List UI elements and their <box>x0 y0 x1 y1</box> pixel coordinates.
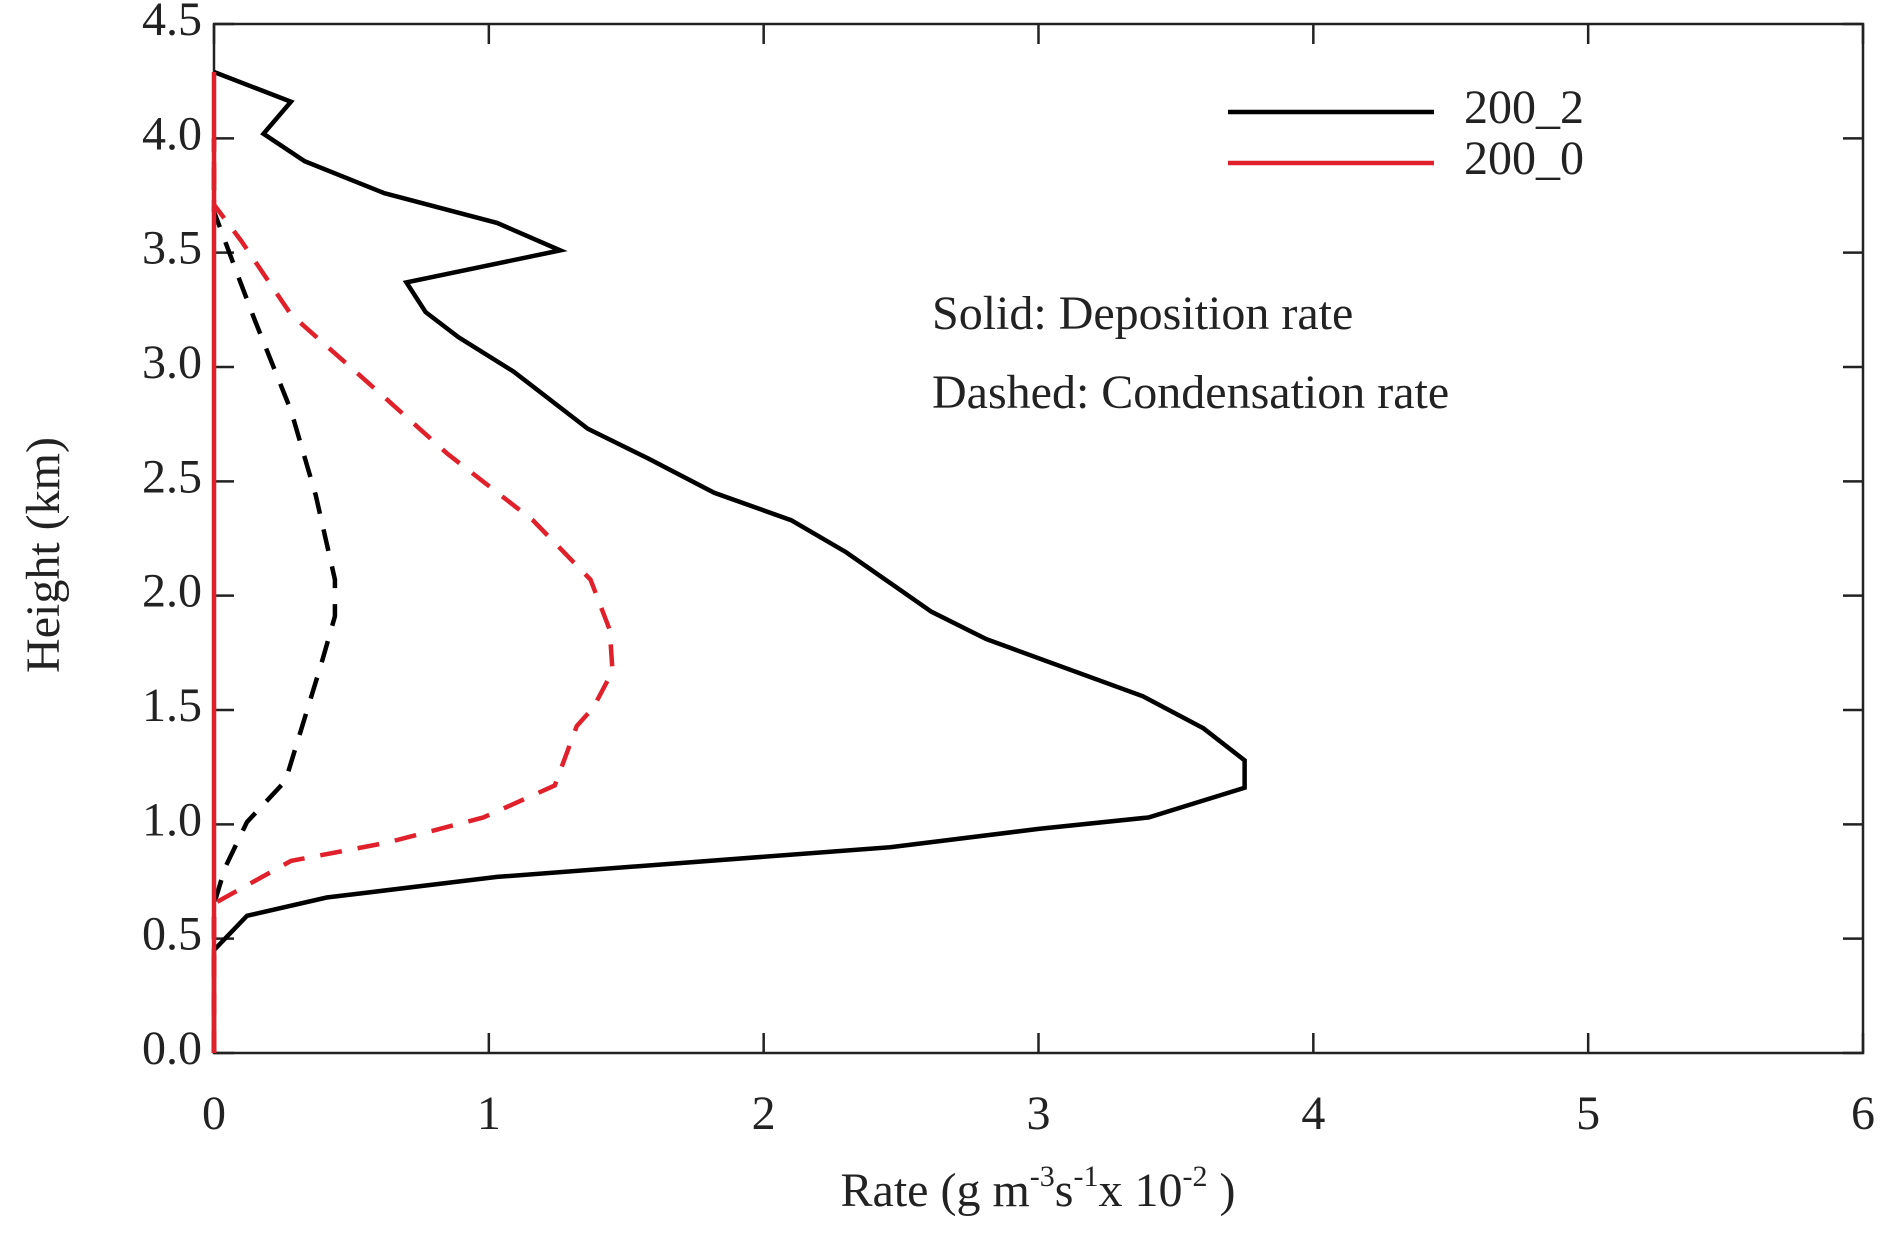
x-axis-label: Rate (g m-3s-1x 10-2 ) <box>841 1160 1236 1217</box>
x-tick-label: 2 <box>752 1087 776 1140</box>
legend-label: 200_0 <box>1464 132 1584 185</box>
y-tick-label: 0.0 <box>142 1022 202 1075</box>
y-tick-label: 4.5 <box>142 0 202 46</box>
y-tick-label: 2.5 <box>142 450 202 503</box>
x-label-part: ) <box>1207 1164 1235 1217</box>
x-tick-label: 4 <box>1301 1087 1325 1140</box>
x-tick-label: 0 <box>202 1087 226 1140</box>
x-label-sup: -1 <box>1073 1160 1098 1193</box>
x-label-part: s <box>1055 1164 1074 1217</box>
annotation: Solid: Deposition rate <box>932 287 1353 340</box>
y-tick-label: 0.5 <box>142 908 202 961</box>
condensation-line <box>211 138 615 1053</box>
x-tick-label: 6 <box>1851 1087 1875 1140</box>
x-label-sup: -3 <box>1030 1160 1055 1193</box>
y-tick-label: 3.0 <box>142 336 202 389</box>
x-label-part: Rate (g m <box>841 1164 1030 1217</box>
deposition-line <box>211 69 1247 1053</box>
plot-frame <box>212 22 1865 1055</box>
y-tick-label: 3.5 <box>142 222 202 275</box>
y-axis-label: Height (km) <box>17 437 70 673</box>
y-tick-label: 4.0 <box>142 107 202 160</box>
x-label-part: x 10 <box>1098 1164 1182 1217</box>
x-tick-label: 1 <box>477 1087 501 1140</box>
annotation: Dashed: Condensation rate <box>932 366 1449 419</box>
y-tick-label: 1.5 <box>142 679 202 732</box>
y-tick-label: 1.0 <box>142 793 202 846</box>
x-tick-label: 5 <box>1576 1087 1600 1140</box>
x-label-sup: -2 <box>1182 1160 1207 1193</box>
y-tick-label: 2.0 <box>142 565 202 618</box>
condensation-line <box>211 138 338 1053</box>
legend-label: 200_2 <box>1464 81 1584 134</box>
x-tick-label: 3 <box>1027 1087 1051 1140</box>
